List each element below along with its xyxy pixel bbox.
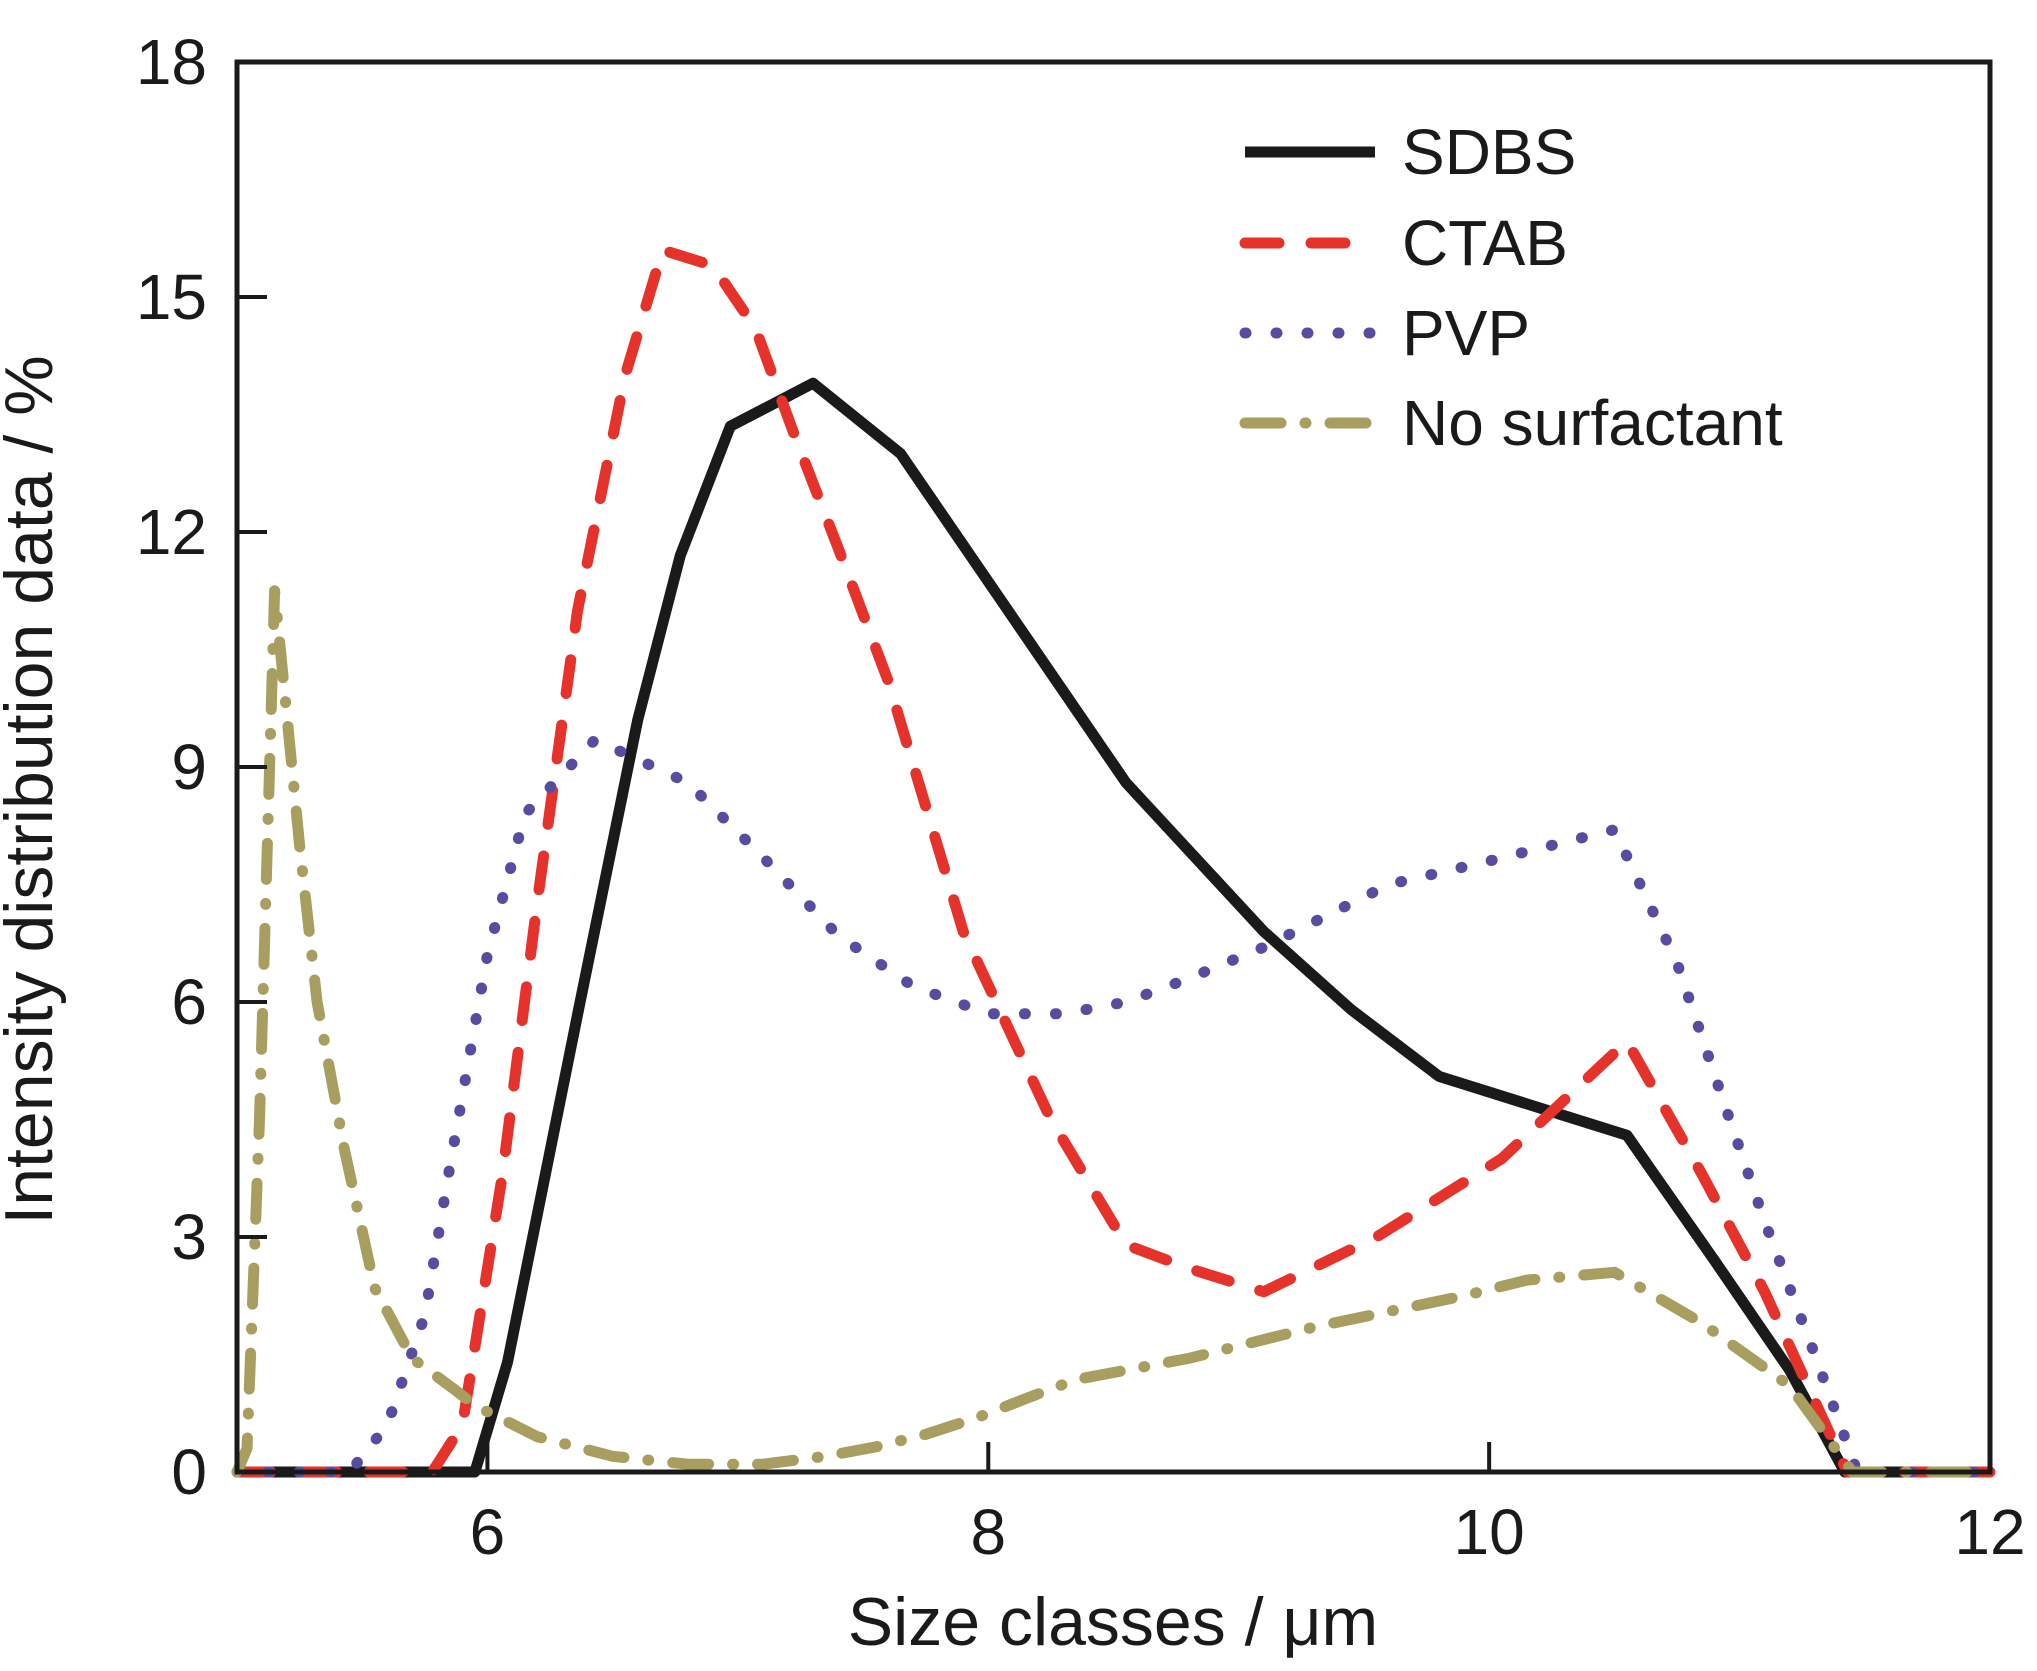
y-tick-label: 12 [136, 496, 207, 568]
series-line-pvp [231, 734, 1996, 1478]
legend: SDBS CTAB PVP No surfactant [1239, 116, 1783, 459]
series-line-ctab [231, 244, 1996, 1478]
y-tick-label: 18 [136, 26, 207, 98]
y-tick-label: 0 [171, 1436, 207, 1508]
x-tick-label: 6 [470, 1496, 506, 1568]
legend-label: CTAB [1402, 207, 1568, 279]
series-line-sdbs [237, 377, 1990, 1478]
x-tick-label: 12 [1954, 1496, 2025, 1568]
legend-label: PVP [1402, 297, 1530, 369]
y-tick-label: 9 [171, 731, 207, 803]
x-tick-label: 10 [1454, 1496, 1525, 1568]
y-tick-label: 3 [171, 1201, 207, 1273]
y-tick-label: 15 [136, 261, 207, 333]
y-axis-title: Intensity distribution data / % [0, 355, 67, 1224]
series-layer [231, 244, 1996, 1478]
axis-layer: 6 8 10 12 0 3 6 9 12 15 18 [136, 26, 2026, 1568]
legend-label: SDBS [1402, 116, 1576, 188]
legend-label: No surfactant [1402, 387, 1783, 459]
x-tick-label: 8 [970, 1496, 1006, 1568]
x-axis-title: Size classes / μm [848, 1584, 1378, 1660]
y-tick-label: 6 [171, 966, 207, 1038]
series-line-no-surfactant [231, 585, 1996, 1478]
